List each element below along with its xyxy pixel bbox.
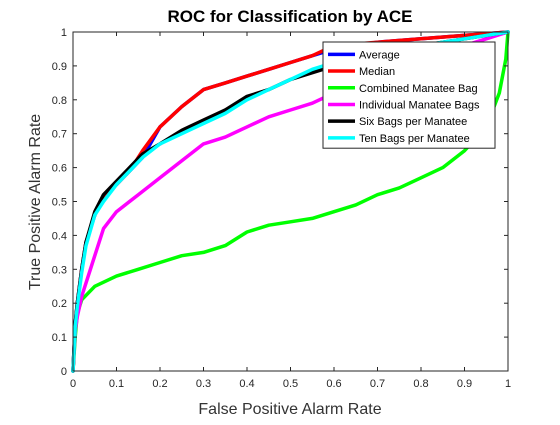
x-tick-label: 0.8 [413,378,428,390]
x-tick-label: 0.9 [457,378,472,390]
legend-label-5: Six Bags per Manatee [359,116,467,128]
y-tick-label: 0.7 [52,129,67,141]
legend: Average Median Combined Manatee Bag Individ… [322,41,496,149]
y-tick-label: 0.6 [52,163,67,175]
legend-label-3: Combined Manatee Bag [359,83,478,95]
y-tick-label: 0.1 [52,332,67,344]
x-tick-label: 0.5 [283,378,298,390]
x-tick-label: 0.3 [196,378,211,390]
series-line-3 [71,30,510,373]
y-tick-label: 0.4 [52,230,67,242]
legend-label-2: Median [359,66,395,78]
legend-box [322,41,496,149]
legend-label-6: Ten Bags per Manatee [359,133,470,145]
legend-label-1: Average [359,49,400,61]
chart-title: ROC for Classification by ACE [168,7,413,26]
y-tick-label: 0.8 [52,95,67,107]
x-tick-label: 0.1 [109,378,124,390]
legend-label-4: Individual Manatee Bags [359,99,480,111]
x-tick-label: 0.7 [370,378,385,390]
y-tick-label: 0 [61,366,67,378]
y-tick-label: 0.5 [52,197,67,209]
x-axis-label: False Positive Alarm Rate [198,401,381,418]
y-tick-label: 0.9 [52,61,67,73]
x-tick-label: 0 [70,378,76,390]
y-axis-label: True Positive Alarm Rate [27,114,44,290]
y-tick-label: 1 [61,27,67,39]
x-tick-label: 0.2 [152,378,167,390]
x-tick-label: 1 [505,378,511,390]
y-tick-label: 0.3 [52,264,67,276]
axes: 0 0.1 0.2 0.3 0.4 0.5 0.6 0.7 0.8 0.9 1 0 0.1 0.2 0.3 0… [52,27,511,390]
x-tick-label: 0.6 [326,378,341,390]
y-tick-label: 0.2 [52,298,67,310]
x-tick-label: 0.4 [239,378,254,390]
